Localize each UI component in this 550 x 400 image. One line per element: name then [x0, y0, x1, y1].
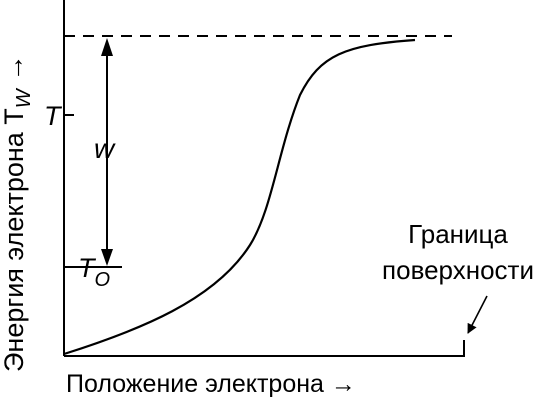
tick-label-T: T	[44, 101, 63, 131]
energy-curve	[63, 38, 416, 356]
work-function-label: w	[94, 133, 116, 164]
svg-text:Энергия электрона TW→: Энергия электрона TW→	[0, 54, 35, 372]
surface-pointer-arrow	[467, 295, 488, 334]
work-arrow-bottom-head	[101, 249, 113, 266]
tick-label-T0: TO	[78, 253, 110, 291]
surface-label-line2: поверхности	[382, 255, 534, 285]
x-axis-label: Положение электрона →	[66, 370, 356, 398]
y-axis-label: Энергия электрона TW→	[0, 54, 35, 372]
surface-label-line1: Граница	[408, 219, 508, 249]
work-arrow-top-head	[101, 38, 113, 56]
